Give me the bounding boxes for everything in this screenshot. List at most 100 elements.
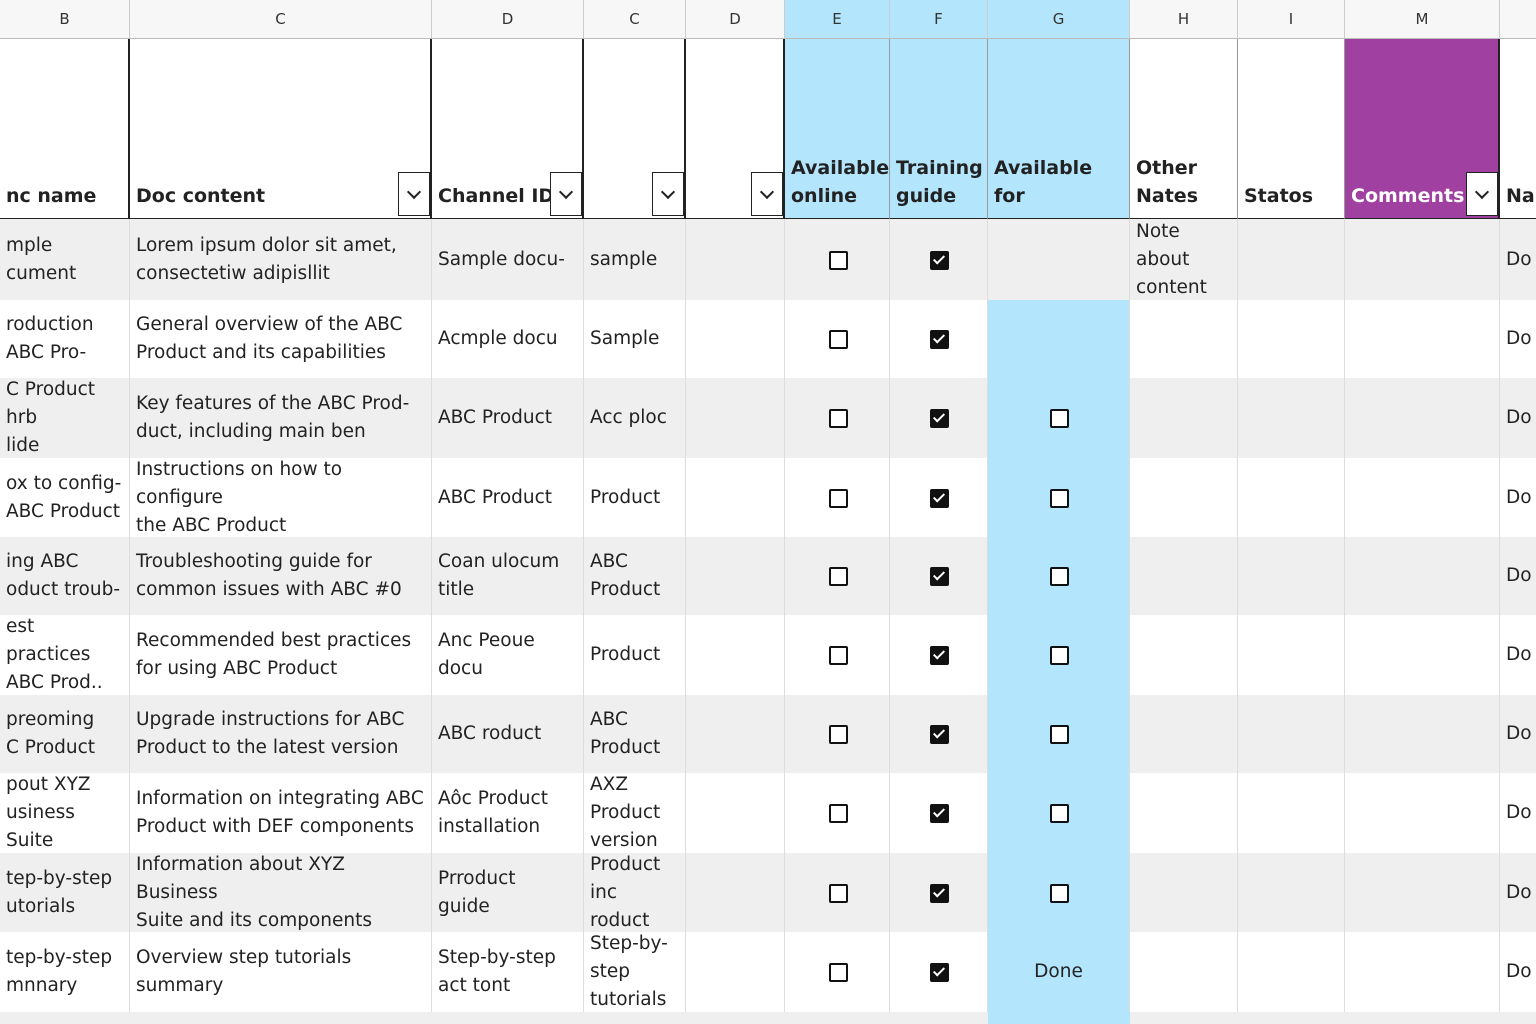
cell: preoming C Product <box>0 695 130 773</box>
column-letter[interactable]: C <box>584 0 686 39</box>
column-letter[interactable]: G <box>988 0 1130 39</box>
cell: tep-by-step utorials <box>0 853 130 932</box>
checkbox[interactable] <box>828 567 848 586</box>
cell <box>1130 458 1238 537</box>
checkbox[interactable] <box>828 804 848 823</box>
checkbox[interactable] <box>930 330 949 349</box>
cell: ing ABC oduct troub- <box>0 537 130 615</box>
cell <box>686 615 785 695</box>
cell: Done <box>988 932 1130 1012</box>
column-letter[interactable] <box>1500 0 1536 39</box>
cell <box>1130 773 1238 853</box>
checkbox[interactable] <box>930 567 949 586</box>
cell <box>686 458 785 537</box>
checkbox[interactable] <box>1050 409 1069 428</box>
filter-dropdown[interactable] <box>550 172 582 216</box>
column-letter[interactable]: B <box>0 0 130 39</box>
filter-dropdown[interactable] <box>652 172 684 216</box>
column-header: Other Nates <box>1130 39 1238 220</box>
checkbox[interactable] <box>930 883 949 903</box>
cell <box>686 537 785 615</box>
checkbox[interactable] <box>828 488 848 508</box>
cell <box>1345 458 1500 537</box>
checkbox[interactable] <box>828 330 848 349</box>
cell <box>1345 300 1500 378</box>
checkbox[interactable] <box>828 725 848 744</box>
cell: Acc ploc <box>584 378 686 458</box>
checkbox[interactable] <box>828 963 848 982</box>
column-g-fill <box>988 1012 1130 1024</box>
checkbox[interactable] <box>930 409 949 428</box>
checkbox[interactable] <box>930 646 949 665</box>
cell: Do <box>1500 458 1536 537</box>
checkbox[interactable] <box>930 804 949 823</box>
column-letter[interactable]: I <box>1238 0 1345 39</box>
checkbox[interactable] <box>1050 725 1069 744</box>
cell: Acmple docu <box>432 300 584 378</box>
cell <box>1130 537 1238 615</box>
cell <box>1238 219 1345 300</box>
checkbox[interactable] <box>828 883 848 903</box>
cell <box>1345 695 1500 773</box>
cell: Upgrade instructions for ABC Product to … <box>130 695 432 773</box>
cell: ABC roduct <box>432 695 584 773</box>
checkbox[interactable] <box>828 646 848 665</box>
cell <box>1238 300 1345 378</box>
cell <box>686 695 785 773</box>
checkbox[interactable] <box>1050 804 1069 823</box>
cell: tep-by-step mnnary <box>0 932 130 1012</box>
column-letter[interactable]: H <box>1130 0 1238 39</box>
cell: Overview step tutorials summary <box>130 932 432 1012</box>
cell: Aôc Product installation <box>432 773 584 853</box>
checkbox[interactable] <box>828 409 848 428</box>
cell <box>1238 615 1345 695</box>
column-letter[interactable]: F <box>890 0 988 39</box>
cell: Do <box>1500 695 1536 773</box>
checkbox[interactable] <box>1050 646 1069 665</box>
checkbox[interactable] <box>930 725 949 744</box>
checkbox[interactable] <box>930 488 949 508</box>
cell <box>1130 695 1238 773</box>
cell <box>686 773 785 853</box>
checkbox[interactable] <box>1050 488 1069 508</box>
cell: roduction ABC Pro- <box>0 300 130 378</box>
cell <box>1238 932 1345 1012</box>
cell: Information about XYZ Business Suite and… <box>130 853 432 932</box>
filter-dropdown[interactable] <box>751 172 783 216</box>
cell <box>988 219 1130 300</box>
column-letter[interactable]: M <box>1345 0 1500 39</box>
cell: ABC Product <box>432 378 584 458</box>
column-header: nc name <box>0 39 130 220</box>
cell <box>686 853 785 932</box>
filter-dropdown[interactable] <box>398 172 430 216</box>
cell: Do <box>1500 219 1536 300</box>
cell <box>890 932 988 1012</box>
checkbox[interactable] <box>1050 567 1069 586</box>
column-letter[interactable]: D <box>432 0 584 39</box>
cell: Lorem ipsum dolor sit amet, consectetiw … <box>130 219 432 300</box>
cell <box>1238 853 1345 932</box>
column-letter[interactable]: E <box>785 0 890 39</box>
cell <box>1238 537 1345 615</box>
filter-dropdown[interactable] <box>1466 172 1498 216</box>
cell: Instructions on how to configure the ABC… <box>130 458 432 537</box>
checkbox[interactable] <box>930 250 949 270</box>
checkbox[interactable] <box>828 250 848 270</box>
checkbox[interactable] <box>930 963 949 982</box>
cell <box>1130 853 1238 932</box>
column-letter[interactable]: D <box>686 0 785 39</box>
cell: Step-by-step act tont <box>432 932 584 1012</box>
cell: Information on integrating ABC Product w… <box>130 773 432 853</box>
checkbox[interactable] <box>1050 883 1069 903</box>
cell: Do <box>1500 378 1536 458</box>
column-letter[interactable]: C <box>130 0 432 39</box>
cell: Troubleshooting guide for common issues … <box>130 537 432 615</box>
cell: Prroduct guide <box>432 853 584 932</box>
cell: ABC Product <box>584 537 686 615</box>
cell <box>1238 458 1345 537</box>
cell: Sample <box>584 300 686 378</box>
cell: General overview of the ABC Product and … <box>130 300 432 378</box>
cell: Product inc roduct <box>584 853 686 932</box>
